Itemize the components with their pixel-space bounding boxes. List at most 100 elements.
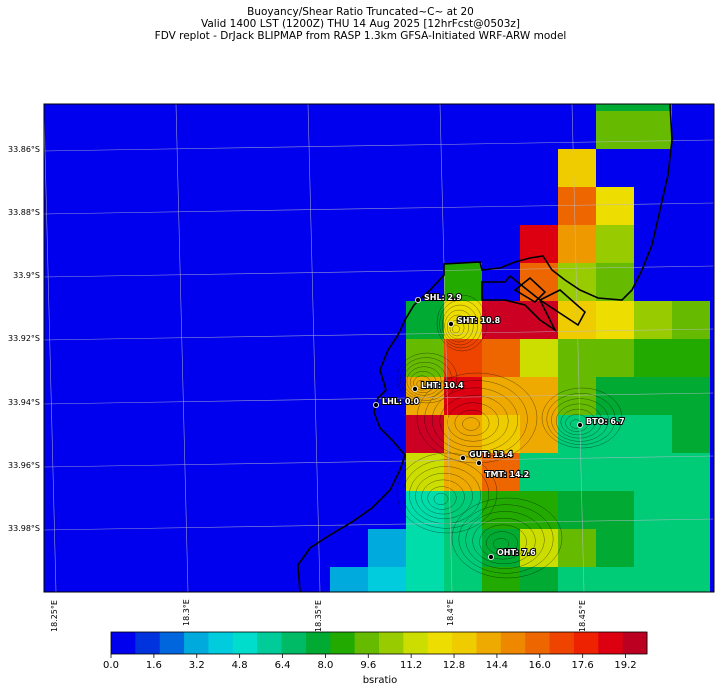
data-cell (558, 491, 596, 529)
lon-label: 18.3°E (182, 599, 191, 626)
data-cell (558, 339, 596, 377)
data-cell (406, 491, 444, 529)
colorbar-segment (208, 632, 234, 654)
colorbar-tick-label: 16.0 (528, 660, 551, 671)
colorbar-segment (159, 632, 185, 654)
place-label: GUT: 13.4 (469, 450, 513, 459)
contour-line (413, 375, 431, 391)
contour-line (421, 479, 465, 515)
data-cell (596, 104, 634, 111)
colorbar-segment (184, 632, 209, 654)
data-cell (330, 567, 368, 592)
data-cell (444, 263, 482, 301)
place-label: SHT: 10.8 (457, 316, 501, 325)
data-cell (596, 377, 634, 415)
contour-line (449, 319, 465, 337)
colorbar-segment (354, 632, 380, 654)
contour-line (458, 504, 554, 574)
data-cell (672, 377, 710, 415)
data-cell (672, 491, 710, 529)
data-cell (482, 567, 520, 592)
colorbar-segment (573, 632, 599, 654)
lon-label: 18.25°E (50, 600, 59, 632)
data-cell (634, 529, 672, 567)
data-cell (596, 301, 634, 339)
colorbar-segment (232, 632, 258, 654)
contour-line (541, 387, 623, 449)
colorbar-segment (305, 632, 331, 654)
data-cell (520, 491, 558, 529)
lon-label: 18.45°E (578, 600, 587, 632)
colorbar-tick-label: 6.4 (274, 660, 291, 671)
colorbar-segment (525, 632, 551, 654)
data-cell (596, 187, 634, 225)
contour-line (409, 371, 437, 393)
place-marker (475, 459, 482, 466)
colorbar-tick-label: 4.8 (231, 660, 248, 671)
place-marker (577, 421, 584, 428)
place-marker (372, 401, 379, 408)
grid-lon-1 (43, 109, 57, 593)
place-label: LHT: 10.4 (421, 381, 464, 390)
data-cell (368, 529, 406, 567)
contour-line (400, 357, 452, 401)
terrain-contours (396, 294, 623, 579)
place-label: BTO: 6.7 (586, 417, 625, 426)
colorbar-tick-label: 1.6 (145, 660, 162, 671)
contour-line (447, 314, 469, 340)
colorbar-tick-label: 17.6 (571, 660, 594, 671)
coastline (297, 103, 673, 593)
colorbar (110, 631, 648, 658)
lon-label: 18.4°E (446, 599, 455, 626)
data-cell (596, 225, 634, 263)
contour-line (465, 511, 545, 569)
data-cell (596, 263, 634, 301)
contour-line (555, 403, 603, 439)
data-cell (558, 453, 596, 491)
data-cell (558, 377, 596, 415)
place-label: SHL: 2.9 (424, 293, 462, 302)
data-cell (634, 104, 672, 111)
data-cell (368, 567, 406, 592)
contour-line (431, 387, 519, 453)
colorbar-label: bsratio (362, 675, 398, 686)
colorbar-tick-label: 8.0 (317, 660, 334, 671)
data-cell (596, 149, 634, 187)
colorbar-segment (549, 632, 575, 654)
contour-line (406, 366, 442, 396)
grid-lat-7 (43, 518, 715, 531)
grid-lon-2 (175, 103, 189, 593)
data-cell (558, 225, 596, 263)
colorbar-tick-label: 14.4 (485, 660, 509, 671)
data-cell (596, 491, 634, 529)
colorbar-frame (110, 631, 648, 655)
lat-label: 33.98°S (8, 524, 40, 533)
colorbar-segment (111, 632, 136, 654)
colorbar-tick-label: 11.2 (400, 660, 423, 671)
grid-lon-5 (571, 103, 585, 593)
grid-lat-5 (43, 392, 715, 405)
data-cell (672, 415, 710, 453)
colorbar-segment (281, 632, 307, 654)
colorbar-segment (622, 632, 648, 654)
data-cell (672, 529, 710, 567)
place-label: TMT: 14.2 (485, 470, 529, 479)
data-cell (558, 529, 596, 567)
contour-line (416, 380, 426, 388)
place-marker (414, 296, 421, 303)
place-marker (487, 554, 494, 561)
colorbar-segment (257, 632, 283, 654)
contour-line (479, 524, 527, 560)
colorbar-segment (500, 632, 526, 654)
grid-lat-1 (43, 139, 715, 152)
contour-line (436, 294, 488, 352)
lat-label: 33.92°S (8, 334, 40, 343)
grid-lat-2 (43, 202, 715, 215)
data-cell (406, 453, 444, 491)
contour-line (462, 417, 480, 431)
colorbar-segment (427, 632, 453, 654)
data-cell (558, 567, 596, 592)
data-cell (634, 415, 672, 453)
colorbar-tick-label: 0.0 (103, 660, 119, 671)
